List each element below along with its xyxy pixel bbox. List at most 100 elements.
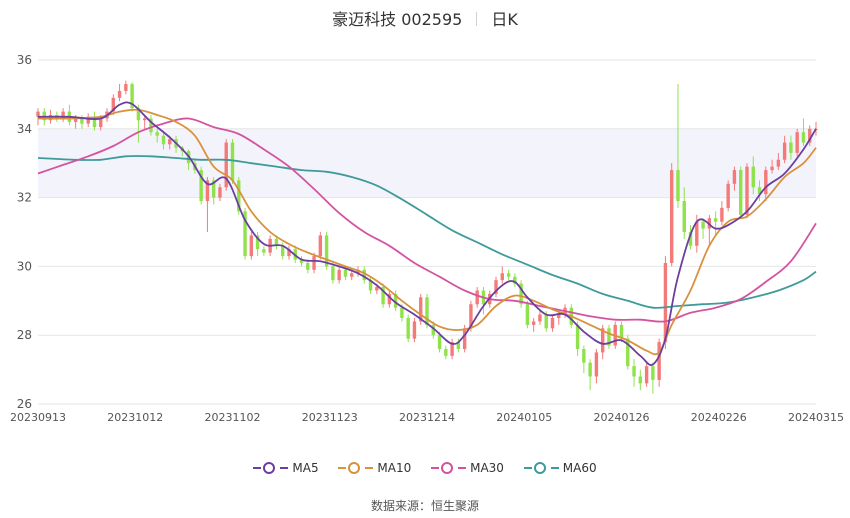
candle [594, 348, 599, 384]
candle-body [324, 235, 329, 267]
candle-body [450, 342, 454, 356]
x-tick-label: 20240226 [691, 411, 747, 424]
candle [306, 259, 310, 274]
candle-body [36, 111, 40, 117]
candle-body [431, 324, 435, 336]
candle [61, 108, 65, 122]
candle-body [343, 269, 348, 277]
candle-body [280, 245, 285, 257]
candle [770, 159, 774, 174]
candle [456, 338, 461, 353]
candle [393, 290, 398, 312]
candle-body [299, 259, 304, 263]
ma5-line [37, 101, 817, 366]
candle-body [782, 142, 787, 160]
y-tick-label: 30 [17, 259, 32, 273]
x-tick-label: 20231214 [399, 411, 455, 424]
candle-body [764, 170, 768, 195]
candle [211, 176, 216, 205]
candle-body [720, 207, 724, 222]
candle-body [61, 111, 65, 119]
candle [657, 338, 661, 387]
legend-line [253, 467, 262, 469]
candle-body [437, 335, 442, 349]
candle [337, 266, 341, 284]
legend-ma5[interactable]: MA5 [253, 461, 319, 475]
candle-body [124, 84, 128, 91]
candle-body [155, 132, 159, 136]
candle [444, 345, 448, 360]
candle-body [92, 116, 97, 128]
candle-body [475, 290, 479, 305]
candle [764, 166, 768, 202]
candle-body [224, 142, 228, 188]
x-tick-label: 20240126 [594, 411, 650, 424]
candle-body [412, 321, 417, 339]
candle [745, 163, 749, 219]
candle-body [600, 328, 605, 353]
period-tab[interactable]: 日K [491, 10, 518, 29]
candle-body [218, 187, 222, 198]
x-tick-label: 20230913 [10, 411, 66, 424]
candle [111, 94, 115, 116]
candle-body [331, 266, 335, 281]
y-axis-labels: 26 28 30 32 34 36 [17, 53, 32, 411]
candle [155, 128, 159, 143]
candle-body [701, 221, 705, 229]
candle-body [726, 183, 730, 208]
candle-body [513, 276, 517, 284]
candle [519, 280, 523, 308]
grid-lines [38, 59, 816, 405]
candle [324, 232, 329, 270]
candle-body [682, 201, 686, 232]
candle-body [776, 159, 781, 167]
band-rect [38, 128, 816, 198]
legend-marker [533, 462, 546, 474]
candle [431, 321, 435, 339]
candle-body [669, 170, 674, 263]
candle-body [732, 170, 737, 184]
candle [387, 290, 392, 308]
candle-body [462, 328, 467, 349]
legend-label: MA30 [470, 461, 504, 475]
candle [513, 273, 517, 288]
candle-body [594, 352, 599, 377]
candle-body [688, 232, 693, 246]
shaded-band [38, 128, 816, 198]
candle-body [588, 362, 592, 377]
candle-body [751, 166, 755, 188]
legend-ma30[interactable]: MA30 [431, 461, 504, 475]
candle-body [795, 132, 799, 153]
candle-body [230, 142, 235, 181]
candle [607, 324, 611, 349]
candle [531, 318, 536, 332]
legend-ma10[interactable]: MA10 [338, 461, 411, 475]
candle-body [506, 273, 511, 277]
candle-body [500, 273, 504, 281]
legend-label: MA5 [292, 461, 319, 475]
candle-body [136, 108, 141, 121]
candle-body [582, 348, 586, 363]
candle-body [626, 338, 630, 367]
candle [726, 180, 730, 212]
candle-body [375, 287, 379, 291]
candle-body [243, 211, 247, 257]
legend-line [550, 467, 559, 469]
candle-body [531, 321, 536, 325]
candle-body [306, 262, 310, 270]
candle-body [676, 170, 680, 202]
candle [299, 256, 304, 267]
candle-body [381, 287, 385, 305]
candle-body [745, 166, 749, 215]
x-tick-label: 20240315 [788, 411, 844, 424]
candle-body [619, 324, 624, 339]
legend-ma60[interactable]: MA60 [523, 461, 597, 475]
candle-body [644, 366, 649, 384]
x-axis-labels: 20230913 20231012 20231102 20231123 20231214… [10, 411, 844, 424]
candle [682, 187, 686, 239]
candle [218, 183, 222, 202]
candle [287, 245, 291, 260]
legend-label: MA60 [562, 461, 597, 475]
legend-marker [441, 462, 454, 474]
